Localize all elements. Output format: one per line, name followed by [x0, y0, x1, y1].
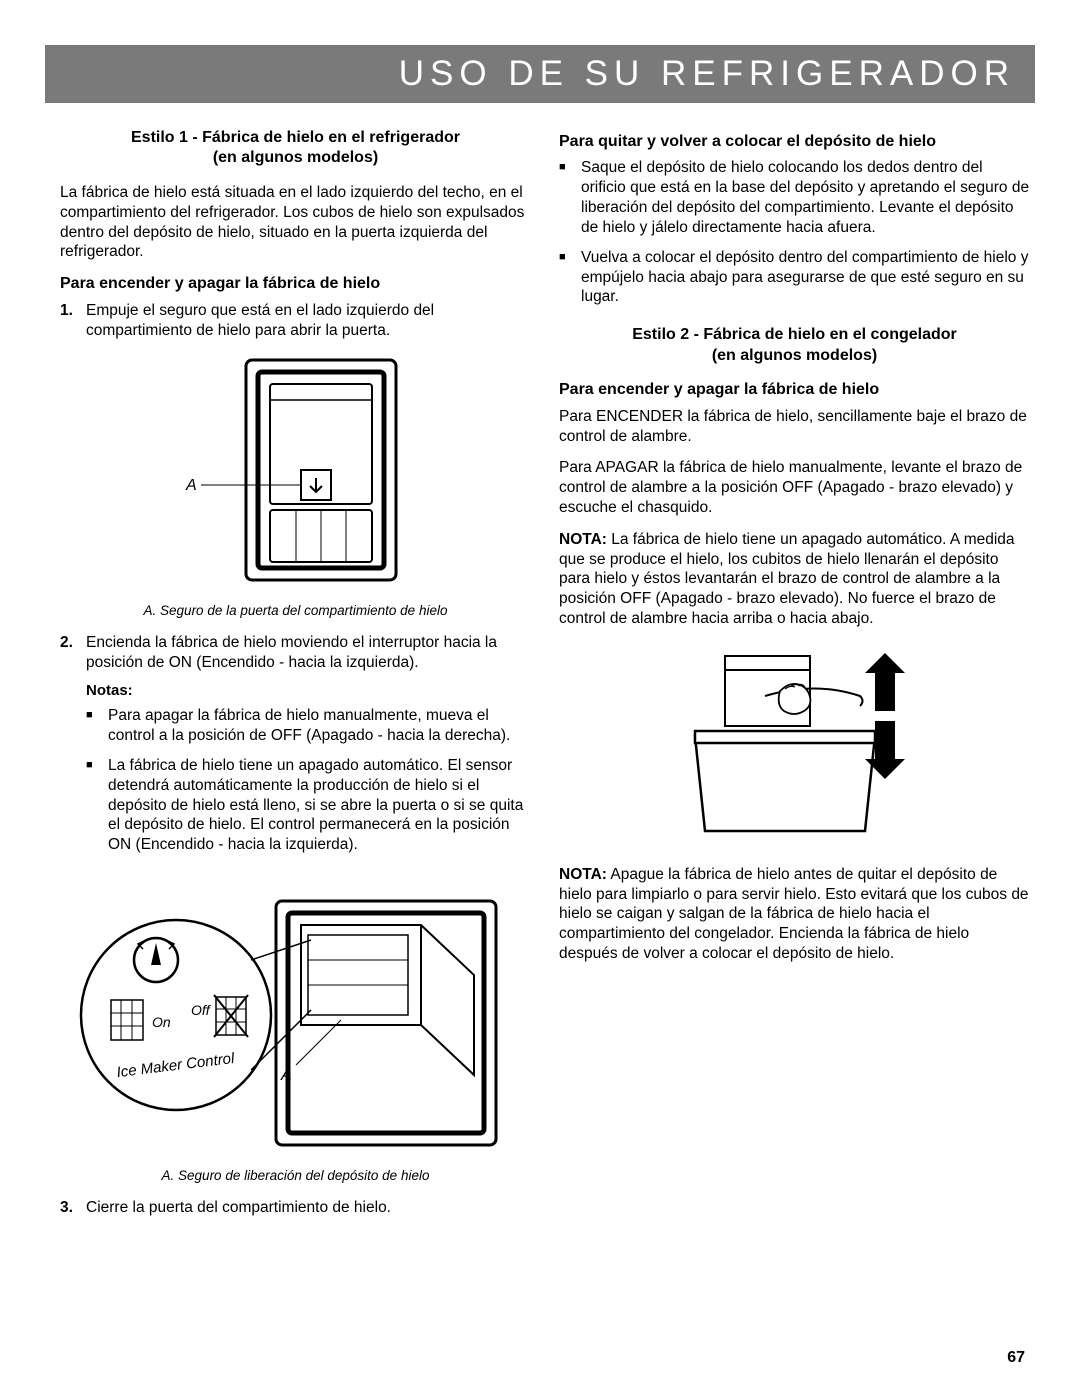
subheading-on-off-2: Para encender y apagar la fábrica de hie… — [559, 380, 1030, 400]
subheading-on-off-1: Para encender y apagar la fábrica de hie… — [60, 274, 531, 294]
section-title: USO DE SU REFRIGERADOR — [399, 54, 1015, 94]
remove-bin-list: Saque el depósito de hielo colocando los… — [559, 158, 1030, 307]
intro-para: La fábrica de hielo está situada en el l… — [60, 183, 531, 262]
notes-label: Notas: — [86, 681, 531, 700]
fig1-label-A: A — [185, 477, 197, 494]
ordered-steps: 1. Empuje el seguro que está en el lado … — [60, 301, 531, 341]
step-text: Cierre la puerta del compartimiento de h… — [86, 1198, 531, 1218]
p-nota-auto: NOTA: La fábrica de hielo tiene un apaga… — [559, 530, 1030, 629]
list-item: Saque el depósito de hielo colocando los… — [559, 158, 1030, 237]
style2-heading: Estilo 2 - Fábrica de hielo en el congel… — [559, 325, 1030, 366]
page-content: Estilo 1 - Fábrica de hielo en el refrig… — [60, 128, 1030, 1226]
left-column: Estilo 1 - Fábrica de hielo en el refrig… — [60, 128, 531, 1226]
style1-line2: (en algunos modelos) — [213, 149, 378, 166]
figure-3 — [559, 641, 1030, 857]
note-text: La fábrica de hielo tiene un apagado aut… — [108, 757, 523, 853]
p-nota-apague: NOTA: Apague la fábrica de hielo antes d… — [559, 865, 1030, 964]
step-num: 3. — [60, 1198, 86, 1218]
step-2: 2. Encienda la fábrica de hielo moviendo… — [60, 633, 531, 673]
note-text: Para apagar la fábrica de hielo manualme… — [108, 707, 510, 744]
figure-1: A — [60, 350, 531, 596]
step-num: 1. — [60, 301, 86, 341]
style2-line1: Estilo 2 - Fábrica de hielo en el congel… — [632, 326, 957, 343]
figure-2-caption: A. Seguro de liberación del depósito de … — [60, 1167, 531, 1184]
nota-text: Apague la fábrica de hielo antes de quit… — [559, 866, 1029, 962]
notes-list: Para apagar la fábrica de hielo manualme… — [60, 706, 531, 855]
ordered-steps-3: 3. Cierre la puerta del compartimiento d… — [60, 1198, 531, 1218]
p-apagar: Para APAGAR la fábrica de hielo manualme… — [559, 458, 1030, 517]
step-text: Empuje el seguro que está en el lado izq… — [86, 301, 531, 341]
wire-arm-diagram — [665, 641, 925, 851]
fig2-label-A: A — [280, 1067, 292, 1084]
section-header: USO DE SU REFRIGERADOR — [45, 45, 1035, 103]
step-text: Encienda la fábrica de hielo moviendo el… — [86, 633, 531, 673]
step-1: 1. Empuje el seguro que está en el lado … — [60, 301, 531, 341]
note-item: La fábrica de hielo tiene un apagado aut… — [86, 756, 531, 855]
page-number: 67 — [1007, 1349, 1025, 1367]
nota-text: La fábrica de hielo tiene un apagado aut… — [559, 531, 1015, 627]
note-item: Para apagar la fábrica de hielo manualme… — [86, 706, 531, 746]
bullet-text: Saque el depósito de hielo colocando los… — [581, 159, 1029, 235]
bullet-text: Vuelva a colocar el depósito dentro del … — [581, 249, 1028, 306]
ice-compartment-diagram: A — [146, 350, 446, 590]
style1-line1: Estilo 1 - Fábrica de hielo en el refrig… — [131, 129, 460, 146]
fig2-on-label: On — [152, 1014, 171, 1030]
ice-maker-control-diagram: A On Off — [76, 865, 516, 1155]
style2-line2: (en algunos modelos) — [712, 347, 877, 364]
subheading-remove-bin: Para quitar y volver a colocar el depósi… — [559, 132, 1030, 152]
style1-heading: Estilo 1 - Fábrica de hielo en el refrig… — [60, 128, 531, 169]
nota-label: NOTA: — [559, 866, 607, 883]
ordered-steps-2: 2. Encienda la fábrica de hielo moviendo… — [60, 633, 531, 673]
p-encender: Para ENCENDER la fábrica de hielo, senci… — [559, 407, 1030, 447]
step-3: 3. Cierre la puerta del compartimiento d… — [60, 1198, 531, 1218]
fig2-off-label: Off — [191, 1002, 212, 1018]
right-column: Para quitar y volver a colocar el depósi… — [559, 128, 1030, 1226]
figure-1-caption: A. Seguro de la puerta del compartimient… — [60, 602, 531, 619]
step-num: 2. — [60, 633, 86, 673]
nota-label: NOTA: — [559, 531, 607, 548]
figure-2: A On Off — [60, 865, 531, 1161]
list-item: Vuelva a colocar el depósito dentro del … — [559, 248, 1030, 307]
